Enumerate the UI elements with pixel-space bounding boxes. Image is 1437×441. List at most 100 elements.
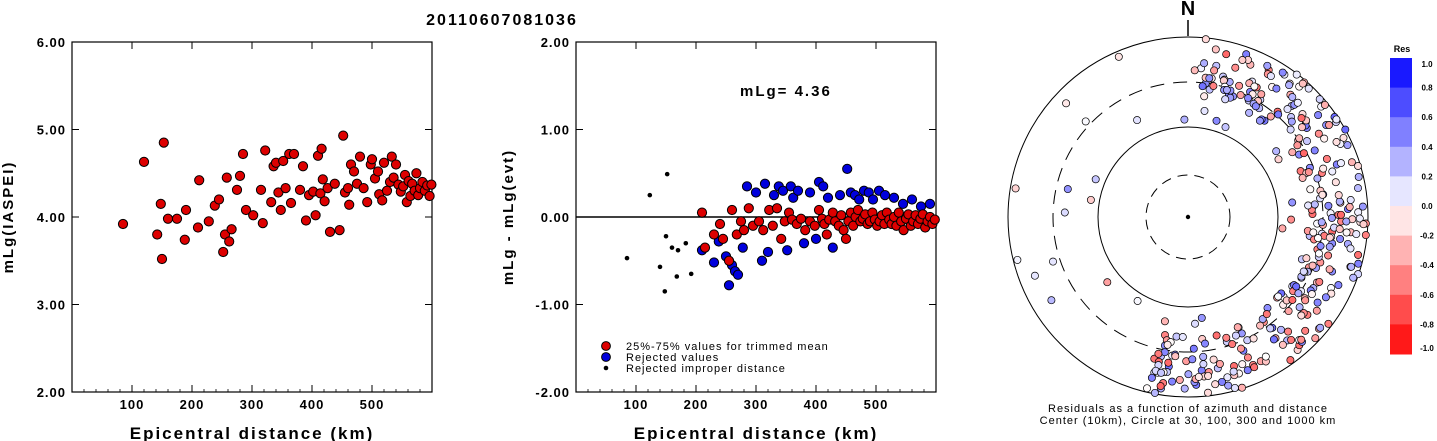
data-point bbox=[224, 236, 235, 247]
residual-point bbox=[1212, 331, 1221, 340]
residual-point bbox=[1249, 334, 1258, 343]
residual-point bbox=[1163, 340, 1172, 349]
residual-point bbox=[1164, 358, 1173, 367]
residual-point bbox=[1191, 319, 1199, 328]
legend-marker bbox=[601, 352, 611, 362]
trimmed-point bbox=[714, 218, 726, 230]
residual-point bbox=[1278, 340, 1287, 349]
residual-point bbox=[1250, 82, 1259, 91]
rejected-point bbox=[888, 192, 900, 203]
rejected-point bbox=[759, 178, 771, 189]
residual-point bbox=[1230, 383, 1239, 392]
panel1-ticks: 100 200 300 400 500 2.00 3.00 4.00 5.00 6.00 bbox=[37, 35, 433, 412]
legend-marker bbox=[601, 341, 611, 351]
residual-point bbox=[1222, 86, 1231, 94]
panel1-points bbox=[117, 130, 437, 265]
residual-point bbox=[1175, 375, 1184, 384]
x-tick-label: 300 bbox=[744, 397, 769, 412]
residual-point bbox=[1334, 191, 1343, 200]
rejected-point bbox=[842, 163, 853, 174]
residual-point bbox=[1303, 137, 1311, 146]
residual-point bbox=[1315, 249, 1323, 258]
trimmed-point bbox=[753, 216, 765, 227]
residual-point bbox=[1354, 259, 1363, 268]
residual-point bbox=[1200, 92, 1209, 101]
rejected-point bbox=[782, 245, 793, 256]
data-point bbox=[194, 175, 205, 186]
data-point bbox=[294, 184, 306, 195]
residual-point bbox=[1257, 90, 1266, 99]
rejected-point bbox=[750, 187, 762, 198]
rejected-point bbox=[732, 269, 744, 280]
trimmed-point bbox=[767, 220, 778, 231]
panel2-points bbox=[624, 163, 940, 294]
residual-point bbox=[1299, 149, 1308, 158]
data-point bbox=[218, 246, 229, 258]
rejected-point bbox=[708, 257, 720, 268]
residual-point bbox=[1294, 289, 1303, 298]
data-point bbox=[388, 172, 399, 183]
rejected-point bbox=[762, 246, 774, 258]
residual-point bbox=[1308, 261, 1317, 270]
residual-point bbox=[1286, 356, 1295, 365]
colorbar-title: Res bbox=[1394, 44, 1411, 54]
colorbar-tick-label: 1.0 bbox=[1421, 60, 1433, 69]
residual-point bbox=[1231, 63, 1240, 72]
residual-point bbox=[1063, 185, 1072, 194]
panel2-xlabel: Epicentral distance (km) bbox=[634, 424, 879, 441]
residual-point bbox=[1150, 388, 1159, 397]
data-point bbox=[162, 213, 174, 224]
residual-point bbox=[1358, 202, 1367, 211]
data-point bbox=[231, 184, 243, 195]
data-point bbox=[329, 178, 340, 189]
residual-point bbox=[1324, 201, 1333, 210]
x-tick-label: 200 bbox=[180, 397, 205, 412]
residual-point bbox=[1335, 225, 1344, 234]
panel2-ylabel: mLg - mLg(evt) bbox=[500, 149, 517, 285]
data-point bbox=[257, 218, 268, 229]
residual-point bbox=[1288, 296, 1297, 304]
y-tick-label: 0.00 bbox=[541, 210, 570, 225]
residual-point bbox=[1091, 175, 1100, 184]
trimmed-point bbox=[743, 203, 754, 214]
residual-point bbox=[1298, 79, 1307, 88]
residual-point bbox=[1293, 141, 1302, 150]
residual-point bbox=[1272, 147, 1281, 156]
residual-point bbox=[1062, 99, 1071, 108]
residual-point bbox=[1154, 349, 1163, 358]
residual-point bbox=[1199, 352, 1208, 361]
y-tick-label: 4.00 bbox=[37, 210, 66, 225]
residual-point bbox=[1341, 125, 1350, 134]
residual-point bbox=[1295, 134, 1304, 143]
rejected-point bbox=[741, 181, 753, 192]
residual-point bbox=[1200, 106, 1209, 115]
residual-point bbox=[1157, 368, 1166, 377]
residual-point bbox=[1359, 220, 1368, 229]
rejected-point bbox=[792, 185, 804, 196]
residual-point bbox=[1243, 366, 1252, 375]
residual-point bbox=[1314, 111, 1323, 120]
legend-label: Rejected values bbox=[626, 352, 719, 364]
x-tick-label: 200 bbox=[684, 397, 709, 412]
data-point bbox=[366, 154, 378, 165]
residual-point bbox=[1160, 348, 1169, 357]
residual-point bbox=[1274, 292, 1283, 301]
residual-point bbox=[1304, 84, 1313, 93]
trimmed-point bbox=[827, 207, 838, 218]
residual-point bbox=[1194, 372, 1203, 381]
colorbar-cell bbox=[1390, 235, 1412, 266]
residual-point bbox=[1224, 381, 1233, 390]
residual-point bbox=[1335, 197, 1344, 206]
residual-point bbox=[1200, 59, 1209, 68]
residual-point bbox=[1245, 108, 1254, 117]
residual-point bbox=[1221, 123, 1230, 132]
residual-point bbox=[1342, 228, 1351, 237]
residual-point bbox=[1287, 215, 1296, 224]
data-point bbox=[221, 172, 232, 183]
residual-point bbox=[1086, 195, 1095, 204]
residual-point bbox=[1030, 271, 1039, 280]
data-point bbox=[180, 204, 192, 216]
residual-point bbox=[1317, 218, 1326, 227]
residual-point bbox=[1184, 370, 1193, 379]
colorbar-cell bbox=[1390, 87, 1412, 118]
